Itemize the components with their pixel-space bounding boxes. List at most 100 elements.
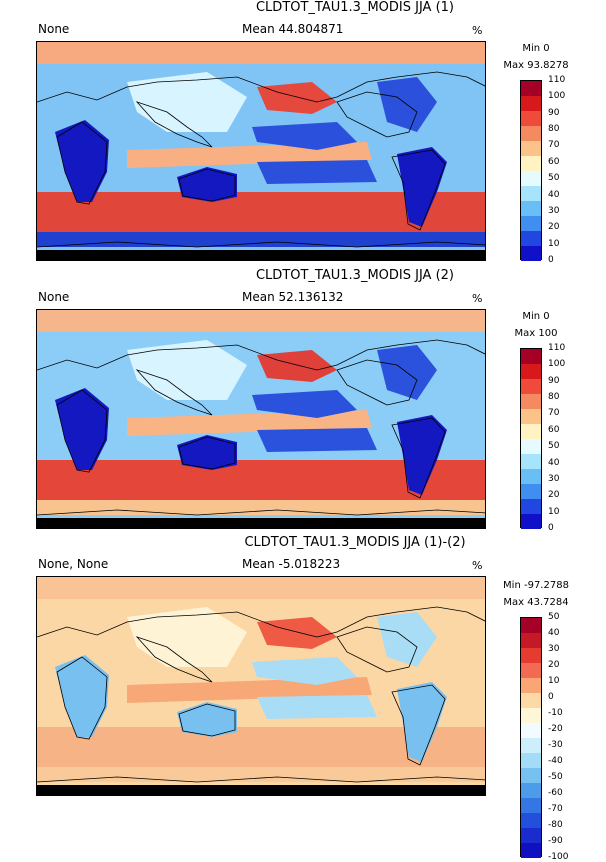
coastline bbox=[178, 703, 236, 737]
map-region bbox=[37, 577, 485, 599]
map-region bbox=[257, 428, 377, 452]
colorbar-tick-label: -40 bbox=[548, 756, 563, 766]
coastline bbox=[37, 776, 485, 783]
colorbar-segment bbox=[521, 633, 541, 648]
colorbar-segment bbox=[521, 186, 541, 201]
colorbar-tick-label: 50 bbox=[548, 612, 560, 622]
colorbar-tick-label: 100 bbox=[548, 91, 566, 102]
colorbar-tick-label: 90 bbox=[548, 107, 560, 118]
colorbar-tick-label: 110 bbox=[548, 75, 566, 85]
colorbar-tick-label: 10 bbox=[548, 676, 560, 686]
coastline bbox=[336, 626, 418, 673]
panel-title: CLDTOT_TAU1.3_MODIS JJA (1) bbox=[255, 0, 454, 15]
colorbar-segment bbox=[521, 663, 541, 678]
panel-max: Max 93.8278 bbox=[503, 60, 569, 71]
coastline bbox=[135, 369, 213, 416]
colorbar-tick-label: -30 bbox=[548, 740, 563, 750]
panel-title: CLDTOT_TAU1.3_MODIS JJA (1)-(2) bbox=[244, 535, 466, 550]
colorbar-tick-label: 40 bbox=[548, 628, 560, 638]
colorbar-segment bbox=[521, 828, 541, 843]
map-region bbox=[37, 500, 485, 515]
map-region bbox=[177, 702, 237, 737]
colorbar-tick-label: -10 bbox=[548, 708, 563, 718]
colorbar-segment bbox=[521, 693, 541, 708]
colorbar-segment bbox=[521, 201, 541, 216]
antarctica-mask bbox=[37, 250, 485, 260]
map-svg bbox=[37, 577, 485, 795]
map-region bbox=[397, 415, 447, 495]
colorbar-segment bbox=[521, 349, 541, 364]
colorbar-tick-label: 60 bbox=[548, 424, 560, 435]
colorbar-segment bbox=[521, 156, 541, 171]
map-region bbox=[252, 657, 357, 685]
coastline bbox=[37, 606, 485, 638]
colorbar-tick-label: -60 bbox=[548, 788, 563, 798]
colorbar-segment bbox=[521, 364, 541, 379]
coastline bbox=[56, 389, 108, 473]
panel-2: CLDTOT_TAU1.3_MODIS JJA (2) None Mean 52… bbox=[0, 268, 606, 538]
panel-3: CLDTOT_TAU1.3_MODIS JJA (1)-(2) None, No… bbox=[0, 535, 606, 862]
colorbar-tick-label: 30 bbox=[548, 205, 560, 216]
colorbar-tick-label: 70 bbox=[548, 408, 560, 419]
panel-label: None bbox=[38, 22, 70, 36]
map-region bbox=[252, 122, 357, 150]
map-region bbox=[177, 435, 237, 470]
coastline bbox=[178, 168, 236, 202]
colorbar-segment bbox=[521, 111, 541, 126]
map-region bbox=[37, 460, 485, 500]
colorbar-tick-label: 40 bbox=[548, 457, 560, 468]
map-region bbox=[397, 147, 447, 227]
colorbar-segment bbox=[521, 484, 541, 499]
colorbar-segment bbox=[521, 394, 541, 409]
map-region bbox=[55, 655, 109, 737]
colorbar-segment bbox=[521, 231, 541, 246]
map-region bbox=[127, 340, 247, 400]
colorbar-segment bbox=[521, 96, 541, 111]
colorbar-tick-label: 0 bbox=[548, 523, 554, 533]
colorbar-segment bbox=[521, 141, 541, 156]
colorbar-tick-label: 30 bbox=[548, 473, 560, 484]
map-region bbox=[177, 167, 237, 202]
colorbar-tick-label: 70 bbox=[548, 140, 560, 151]
panel-min: Min 0 bbox=[522, 311, 550, 322]
map-region bbox=[257, 617, 337, 649]
map-region bbox=[257, 82, 337, 114]
map-region bbox=[37, 727, 485, 767]
colorbar-segment bbox=[521, 708, 541, 723]
panel-units: % bbox=[472, 559, 483, 572]
map-region bbox=[55, 120, 109, 202]
map-region bbox=[37, 42, 485, 64]
panel-units: % bbox=[472, 24, 483, 37]
map-region bbox=[37, 767, 485, 782]
map-region bbox=[252, 390, 357, 418]
colorbar-tick-label: 10 bbox=[548, 238, 560, 249]
colorbar-segment bbox=[521, 126, 541, 141]
map-region bbox=[37, 232, 485, 247]
map-region bbox=[37, 310, 485, 332]
colorbar-segment bbox=[521, 409, 541, 424]
map-region bbox=[127, 72, 247, 132]
colorbar-tick-label: 80 bbox=[548, 392, 560, 403]
colorbar-tick-label: -90 bbox=[548, 836, 563, 846]
colorbar-tick-label: 80 bbox=[548, 124, 560, 135]
colorbar-tick-label: 20 bbox=[548, 660, 560, 670]
panel-mean: Mean -5.018223 bbox=[242, 557, 341, 571]
colorbar-segment bbox=[521, 738, 541, 753]
colorbar-tick-label: 0 bbox=[548, 255, 554, 265]
map-region bbox=[127, 607, 247, 667]
coastline bbox=[37, 241, 485, 248]
colorbar-tick-label: 10 bbox=[548, 506, 560, 517]
map-region bbox=[55, 388, 109, 470]
panel-max: Max 43.7284 bbox=[503, 597, 569, 608]
colorbar-tick-label: -20 bbox=[548, 724, 563, 734]
coastline bbox=[336, 359, 418, 406]
map-region bbox=[257, 160, 377, 184]
map-region bbox=[37, 192, 485, 232]
coastline bbox=[178, 436, 236, 470]
colorbar-segment bbox=[521, 618, 541, 633]
panel-mean: Mean 52.136132 bbox=[242, 290, 344, 304]
map-region bbox=[257, 695, 377, 719]
colorbar-segment bbox=[521, 469, 541, 484]
panel-min: Min 0 bbox=[522, 43, 550, 54]
colorbar bbox=[520, 80, 542, 261]
